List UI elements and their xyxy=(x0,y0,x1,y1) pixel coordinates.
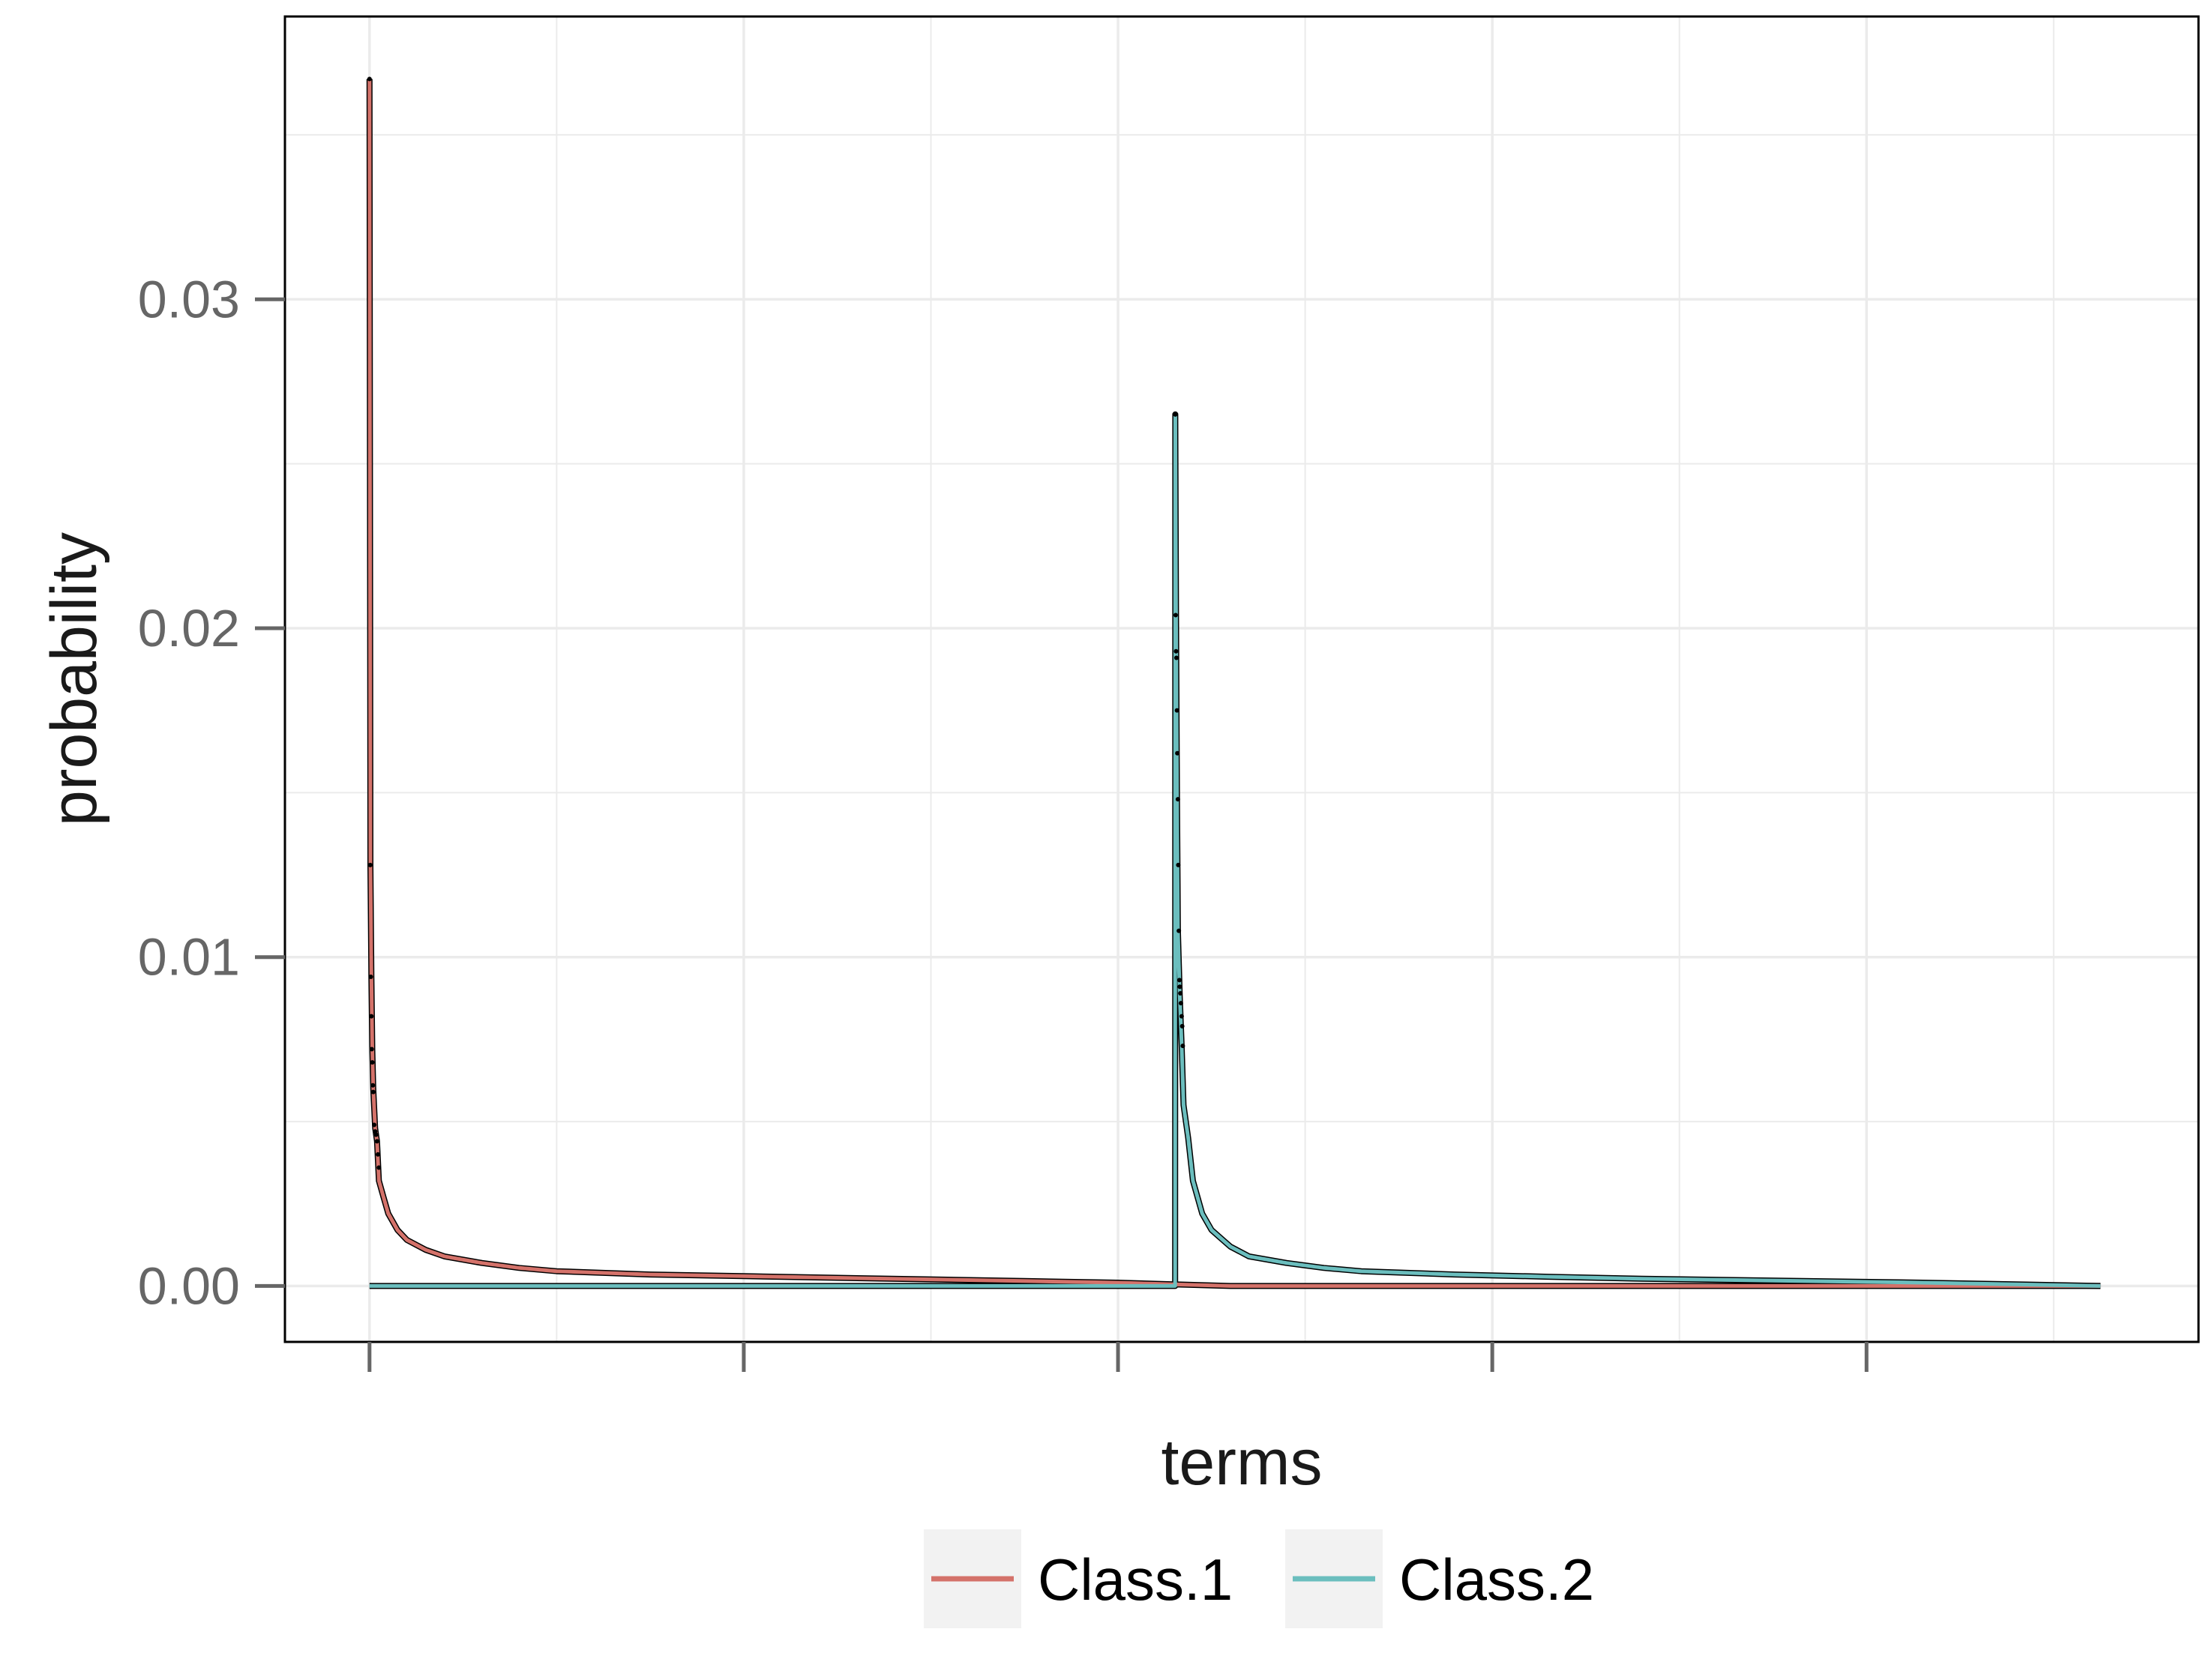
data-point xyxy=(1176,862,1181,867)
y-tick-label: 0.00 xyxy=(138,1256,240,1315)
data-point xyxy=(376,1151,381,1157)
legend-label-class-2: Class.2 xyxy=(1399,1547,1594,1613)
data-point xyxy=(1177,984,1182,990)
data-point xyxy=(1179,1014,1184,1019)
y-tick-label: 0.03 xyxy=(138,270,240,328)
data-point xyxy=(1178,990,1183,996)
data-point xyxy=(370,1060,375,1065)
legend: Class.1 Class.2 xyxy=(924,1529,1594,1628)
grid-minor xyxy=(285,16,2199,1342)
data-point xyxy=(373,1132,379,1137)
points-layer xyxy=(367,76,1185,1170)
data-point xyxy=(370,1089,376,1095)
x-axis-label: terms xyxy=(1161,1427,1323,1499)
data-point xyxy=(369,1047,374,1052)
data-point xyxy=(367,76,372,82)
legend-label-class-1: Class.1 xyxy=(1038,1547,1233,1613)
data-point xyxy=(1173,655,1179,660)
data-point xyxy=(1176,928,1182,933)
data-point xyxy=(374,1139,379,1144)
series-line-class-2 xyxy=(369,412,2101,1288)
data-point xyxy=(1180,1044,1185,1049)
data-point xyxy=(1173,648,1179,654)
data-point xyxy=(367,862,373,867)
data-point xyxy=(1173,412,1178,417)
data-point xyxy=(368,975,373,980)
y-tick-label: 0.02 xyxy=(138,599,240,657)
data-point xyxy=(1175,750,1180,756)
data-point xyxy=(1176,978,1182,983)
data-point xyxy=(1174,708,1179,713)
x-axis-ticks xyxy=(367,1342,1869,1372)
y-tick-label: 0.01 xyxy=(138,928,240,987)
data-point xyxy=(1178,1001,1183,1006)
y-axis-ticks: 0.00 0.01 0.02 0.03 xyxy=(138,270,285,1315)
data-point xyxy=(1175,797,1180,802)
data-point xyxy=(369,1014,374,1019)
data-point xyxy=(370,1083,376,1088)
data-point xyxy=(372,1122,377,1127)
data-point xyxy=(376,1165,382,1170)
panel-border xyxy=(283,15,2200,1343)
y-axis-label: probability xyxy=(38,532,110,826)
data-point xyxy=(1179,1023,1185,1029)
data-point xyxy=(1173,612,1178,618)
